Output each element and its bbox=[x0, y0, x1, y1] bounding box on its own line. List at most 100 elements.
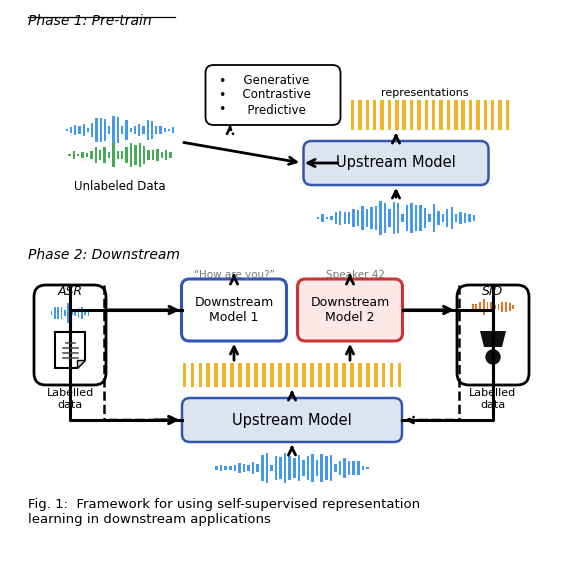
Bar bbox=[246, 363, 250, 387]
Bar bbox=[78, 308, 79, 317]
Bar bbox=[229, 466, 231, 470]
Bar bbox=[388, 100, 391, 130]
Bar bbox=[142, 126, 145, 134]
FancyBboxPatch shape bbox=[457, 285, 529, 385]
Bar bbox=[254, 363, 258, 387]
Bar bbox=[454, 100, 458, 130]
Bar bbox=[270, 363, 274, 387]
Bar bbox=[146, 121, 149, 140]
Bar bbox=[321, 213, 324, 223]
Bar bbox=[126, 147, 128, 163]
Bar bbox=[302, 460, 305, 476]
Bar bbox=[134, 126, 136, 133]
Bar bbox=[476, 100, 480, 130]
Bar bbox=[506, 100, 510, 130]
Bar bbox=[86, 153, 88, 157]
Bar bbox=[222, 363, 226, 387]
Bar bbox=[373, 100, 377, 130]
Bar bbox=[298, 455, 300, 480]
Bar bbox=[61, 307, 62, 320]
Bar bbox=[220, 465, 222, 471]
Polygon shape bbox=[480, 331, 506, 347]
Bar bbox=[417, 100, 421, 130]
Bar bbox=[441, 214, 444, 223]
Bar bbox=[278, 363, 282, 387]
Bar bbox=[334, 212, 337, 224]
Bar bbox=[302, 363, 306, 387]
Bar bbox=[491, 100, 494, 130]
Bar bbox=[392, 202, 395, 234]
Bar bbox=[358, 100, 361, 130]
Bar bbox=[334, 464, 337, 472]
Bar bbox=[275, 456, 277, 480]
Bar bbox=[169, 152, 172, 158]
Bar bbox=[325, 217, 328, 219]
Bar bbox=[96, 118, 98, 142]
Bar bbox=[159, 126, 162, 134]
Bar bbox=[199, 363, 202, 387]
Bar bbox=[84, 311, 86, 315]
FancyBboxPatch shape bbox=[205, 65, 341, 125]
Bar bbox=[512, 305, 514, 308]
Text: Upstream Model: Upstream Model bbox=[232, 412, 352, 427]
Text: Speaker 42: Speaker 42 bbox=[325, 270, 385, 280]
Bar bbox=[494, 305, 496, 309]
Bar bbox=[91, 123, 93, 137]
Text: ASR: ASR bbox=[57, 285, 83, 298]
Text: Downstream
Model 1: Downstream Model 1 bbox=[194, 296, 274, 324]
Bar bbox=[484, 100, 487, 130]
Bar bbox=[403, 100, 406, 130]
Bar bbox=[286, 363, 290, 387]
Bar bbox=[99, 150, 101, 160]
Bar bbox=[160, 152, 163, 158]
Bar bbox=[81, 307, 83, 319]
Bar bbox=[419, 205, 422, 231]
Bar bbox=[432, 100, 435, 130]
Bar bbox=[279, 458, 282, 479]
Bar bbox=[284, 452, 287, 483]
Bar bbox=[121, 126, 123, 134]
Bar bbox=[134, 145, 137, 165]
Bar bbox=[138, 143, 141, 167]
Bar bbox=[475, 304, 477, 310]
Bar bbox=[379, 201, 382, 235]
Bar bbox=[348, 212, 350, 224]
Bar bbox=[415, 205, 417, 231]
Bar bbox=[483, 299, 485, 315]
Bar bbox=[397, 363, 401, 387]
Bar bbox=[247, 465, 250, 471]
Bar bbox=[71, 312, 73, 315]
Text: SID: SID bbox=[482, 285, 504, 298]
Bar bbox=[339, 212, 341, 225]
Bar bbox=[74, 125, 77, 136]
Bar bbox=[366, 363, 369, 387]
Bar bbox=[152, 150, 154, 160]
Bar bbox=[90, 150, 92, 160]
Bar bbox=[207, 363, 211, 387]
Bar bbox=[464, 213, 466, 223]
Bar bbox=[266, 453, 268, 483]
Bar bbox=[157, 149, 159, 161]
Bar bbox=[66, 129, 68, 130]
Bar bbox=[410, 100, 413, 130]
Bar bbox=[88, 310, 90, 316]
Bar bbox=[104, 119, 106, 141]
Bar bbox=[243, 464, 245, 472]
Bar bbox=[383, 203, 386, 233]
Bar bbox=[288, 456, 291, 480]
Bar bbox=[343, 458, 346, 478]
Bar bbox=[348, 462, 350, 475]
Bar bbox=[352, 461, 355, 475]
Bar bbox=[490, 302, 492, 312]
Bar bbox=[374, 363, 378, 387]
Bar bbox=[155, 126, 157, 134]
Bar bbox=[121, 151, 123, 159]
Bar bbox=[472, 304, 473, 309]
Bar bbox=[64, 310, 66, 316]
Bar bbox=[370, 207, 373, 229]
FancyBboxPatch shape bbox=[34, 285, 106, 385]
Bar bbox=[343, 212, 346, 224]
Bar bbox=[182, 363, 186, 387]
Text: Fig. 1:  Framework for using self-supervised representation
learning in downstre: Fig. 1: Framework for using self-supervi… bbox=[28, 498, 420, 526]
Bar bbox=[401, 214, 404, 221]
